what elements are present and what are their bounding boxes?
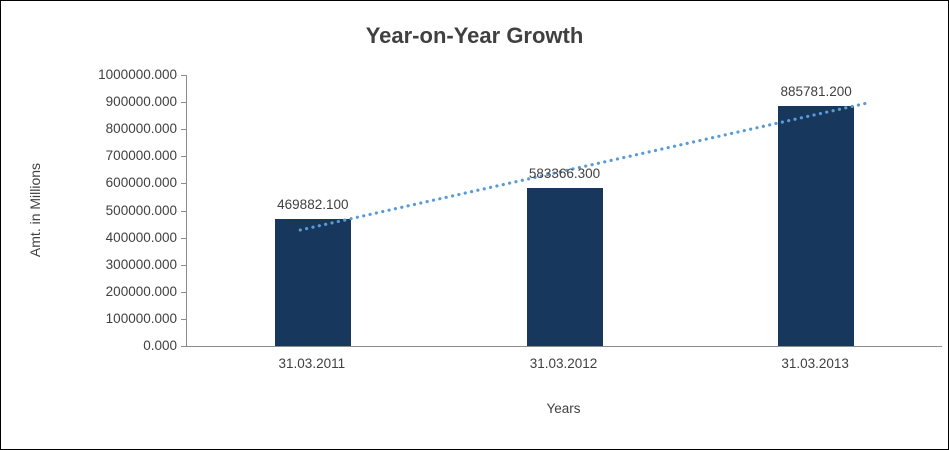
bar-value-label: 583366.300 <box>528 165 601 181</box>
y-tick-label: 300000.000 <box>105 256 177 272</box>
x-axis-title: Years <box>546 401 581 416</box>
x-tick-label: 31.03.2011 <box>278 356 346 371</box>
bar-31.03.2013 <box>778 105 855 346</box>
x-axis-labels: 31.03.2011 31.03.2012 31.03.2013 <box>186 356 941 378</box>
x-tick-label: 31.03.2013 <box>781 356 849 371</box>
y-tick-label: 1000000.000 <box>98 67 177 82</box>
bar-value-label: 885781.200 <box>780 83 852 99</box>
bar-31.03.2011 <box>274 218 351 346</box>
y-tick-label: 100000.000 <box>105 310 177 326</box>
bar-value-label: 469882.100 <box>277 196 349 212</box>
y-tick-label: 200000.000 <box>105 283 177 299</box>
bar-31.03.2012 <box>526 187 603 346</box>
y-tick-label: 800000.000 <box>105 121 177 137</box>
y-tick-label: 0.000 <box>143 338 177 353</box>
x-tick-label: 31.03.2012 <box>529 356 598 371</box>
plot-area: 469882.100 583366.300 885781.200 <box>186 75 942 347</box>
y-axis-title: Amt. in Millions <box>27 162 43 258</box>
y-tick-label: 700000.000 <box>105 148 177 164</box>
chart-title: Year-on-Year Growth <box>365 23 584 48</box>
y-tick-label: 900000.000 <box>105 94 177 110</box>
